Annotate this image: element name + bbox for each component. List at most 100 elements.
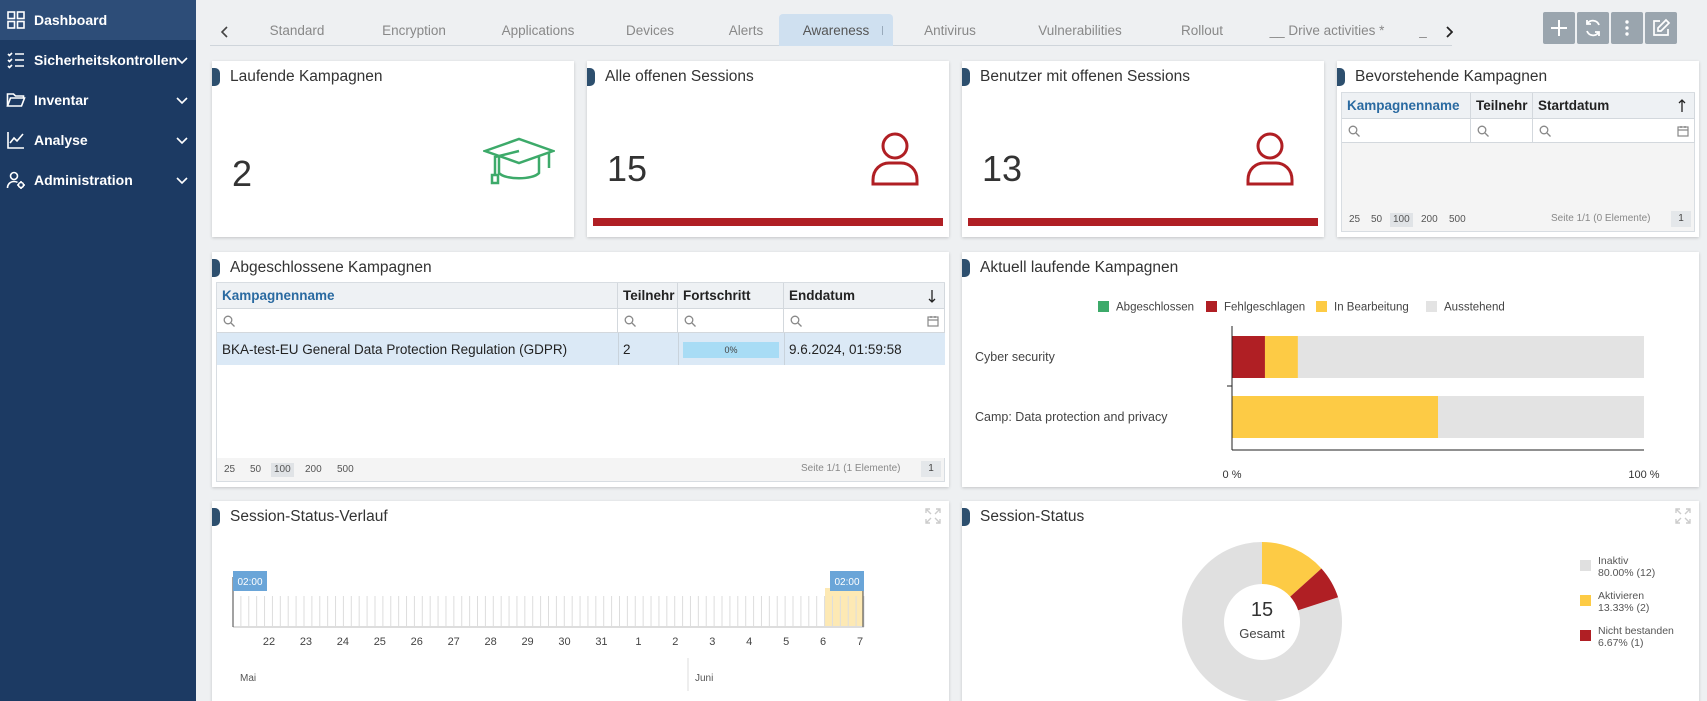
page-size-option[interactable]: 50 <box>250 464 262 475</box>
sidebar-item-administration[interactable]: Administration <box>0 160 196 200</box>
chevron-down-icon[interactable] <box>176 94 188 106</box>
day-label: 6 <box>820 636 826 648</box>
time-marker-label: 02:00 <box>237 577 262 588</box>
page-number-button[interactable]: 1 <box>921 461 941 477</box>
x-tick-label: 0 % <box>1223 469 1242 481</box>
tab-standard[interactable]: Standard <box>269 22 325 38</box>
refresh-button[interactable] <box>1577 12 1609 44</box>
legend-swatch <box>1580 595 1591 606</box>
day-label: 7 <box>857 636 863 648</box>
filter-enddatum[interactable] <box>784 309 945 333</box>
refresh-icon <box>1586 19 1600 37</box>
widget-session-status: Session-Status 15 Gesamt Inaktiv 80.00% (… <box>962 501 1699 701</box>
filter-kampagnenname[interactable] <box>1342 119 1471 143</box>
sidebar-item-analyse[interactable]: Analyse <box>0 120 196 160</box>
expand-icon[interactable] <box>925 508 941 524</box>
table-row[interactable]: BKA-test-EU General Data Protection Regu… <box>217 333 945 365</box>
column-header-kampagnenname[interactable]: Kampagnenname <box>1342 93 1471 119</box>
cell-teilnehmer: 2 <box>623 342 631 357</box>
search-icon <box>1477 125 1489 137</box>
graduation-cap-icon <box>483 137 555 185</box>
sidebar-item-sicherheitskontrollen[interactable]: Sicherheitskontrollen <box>0 40 196 80</box>
widget-title: Abgeschlossene Kampagnen <box>230 259 432 276</box>
widget-session-status-verlauf: Session-Status-Verlauf 02:00 02:00 22 23 24 2… <box>212 501 949 701</box>
expand-icon[interactable] <box>1675 508 1691 524</box>
legend-swatch <box>1098 301 1109 312</box>
tab-drive-activities[interactable]: __ Drive activities * <box>1269 22 1385 38</box>
tab-rollout[interactable]: Rollout <box>1180 22 1224 38</box>
chevron-right-icon[interactable] <box>1445 26 1453 38</box>
tab-antivirus[interactable]: Antivirus <box>924 22 976 38</box>
chevron-left-icon[interactable] <box>221 26 229 38</box>
legend-label: Fehlgeschlagen <box>1224 302 1305 314</box>
page-number-button[interactable]: 1 <box>1671 211 1691 227</box>
sidebar: Dashboard Sicherheitskontrollen Inventar… <box>0 0 196 701</box>
page-size-option[interactable]: 500 <box>337 464 354 475</box>
sort-ascending-icon[interactable] <box>1678 99 1686 113</box>
tab-overflow[interactable]: _ <box>1419 22 1427 38</box>
more-options-button[interactable] <box>1611 12 1643 44</box>
donut-slice <box>1182 542 1342 701</box>
column-header-teilnehmer[interactable]: Teilnehr <box>1471 93 1533 119</box>
status-bar <box>968 218 1318 226</box>
tab-encryption[interactable]: Encryption <box>382 22 446 38</box>
search-icon <box>1348 125 1360 137</box>
filter-fortschritt[interactable] <box>678 309 784 333</box>
kpi-value: 15 <box>607 148 648 189</box>
widget-title: Bevorstehende Kampagnen <box>1355 68 1548 85</box>
chevron-down-icon[interactable] <box>176 54 188 66</box>
sidebar-item-inventar[interactable]: Inventar <box>0 80 196 120</box>
tab-awareness[interactable]: Awareness <box>779 14 893 46</box>
bar-segment <box>1297 336 1644 378</box>
page-size-option[interactable]: 200 <box>1421 214 1438 225</box>
filter-startdatum[interactable] <box>1533 119 1695 143</box>
search-icon <box>1539 125 1551 137</box>
sidebar-item-label: Dashboard <box>34 12 108 28</box>
table-pagination: 25 50 100 200 500 Seite 1/1 (0 Elemente)… <box>1342 207 1694 231</box>
day-label: 24 <box>337 636 349 648</box>
page-size-option[interactable]: 100 <box>1390 213 1413 227</box>
column-header-kampagnenname[interactable]: Kampagnenname <box>217 283 618 309</box>
legend-label: Inaktiv 80.00% (12) <box>1598 555 1656 579</box>
sidebar-item-label: Sicherheitskontrollen <box>34 52 178 68</box>
chevron-down-icon[interactable] <box>176 134 188 146</box>
time-marker-left <box>233 571 267 591</box>
calendar-icon[interactable] <box>927 315 939 327</box>
legend-label: Ausstehend <box>1444 302 1505 314</box>
sidebar-item-label: Inventar <box>34 92 89 108</box>
sort-descending-icon[interactable] <box>928 289 936 303</box>
page-size-option[interactable]: 50 <box>1371 214 1383 225</box>
page-size-option[interactable]: 100 <box>271 463 294 477</box>
column-header-enddatum[interactable]: Enddatum <box>784 283 945 309</box>
page-size-option[interactable]: 500 <box>1449 214 1466 225</box>
column-header-fortschritt[interactable]: Fortschritt <box>678 283 784 309</box>
page-info: Seite 1/1 (1 Elemente) <box>801 463 901 474</box>
column-header-startdatum[interactable]: Startdatum <box>1533 93 1695 119</box>
calendar-icon[interactable] <box>1677 125 1689 137</box>
sidebar-item-dashboard[interactable]: Dashboard <box>0 0 196 40</box>
widget-abgeschlossene-kampagnen: Abgeschlossene Kampagnen Kampagnenname T… <box>212 252 949 487</box>
tab-devices[interactable]: Devices <box>625 22 674 38</box>
filter-kampagnenname[interactable] <box>217 309 618 333</box>
donut-slice <box>1262 542 1322 597</box>
page-size-option[interactable]: 25 <box>224 464 236 475</box>
page-size-option[interactable]: 25 <box>1349 214 1361 225</box>
highlighted-range <box>825 588 863 626</box>
widget-marker <box>962 68 970 86</box>
filter-teilnehmer[interactable] <box>1471 119 1533 143</box>
tab-alerts[interactable]: Alerts <box>728 22 764 38</box>
user-icon <box>871 132 919 186</box>
widget-title: Alle offenen Sessions <box>605 68 754 85</box>
add-widget-button[interactable] <box>1543 12 1575 44</box>
tab-vulnerabilities[interactable]: Vulnerabilities <box>1038 22 1122 38</box>
tab-applications[interactable]: Applications <box>501 22 575 38</box>
legend-swatch <box>1316 301 1327 312</box>
widget-title: Session-Status <box>980 508 1085 525</box>
column-header-teilnehmer[interactable]: Teilnehr <box>618 283 678 309</box>
tab-bar: Standard Encryption Applications Devices… <box>210 0 1453 46</box>
page-size-option[interactable]: 200 <box>305 464 322 475</box>
filter-teilnehmer[interactable] <box>618 309 678 333</box>
chevron-down-icon[interactable] <box>176 174 188 186</box>
folder-icon <box>6 93 26 107</box>
edit-dashboard-button[interactable] <box>1645 12 1677 44</box>
